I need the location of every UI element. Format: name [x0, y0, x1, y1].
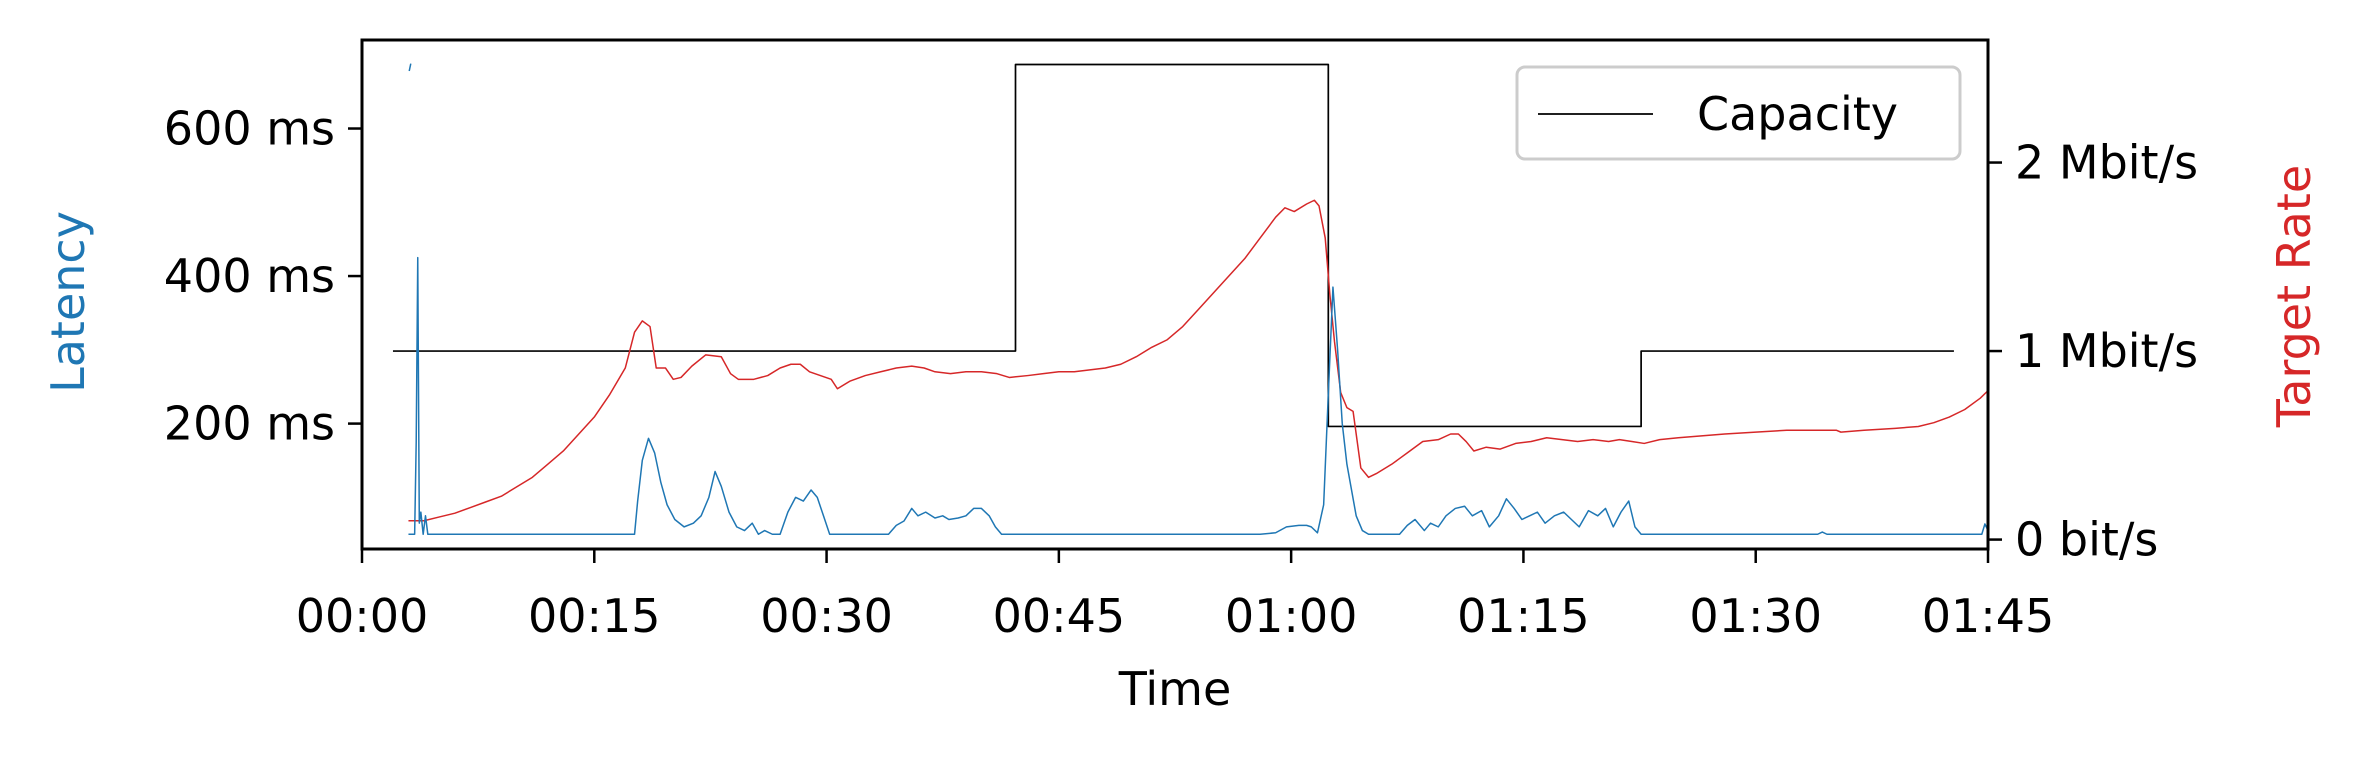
series-line-latency-2 — [408, 256, 1989, 535]
x-tick-label: 00:15 — [528, 589, 661, 643]
y-right-tick-label: 2 Mbit/s — [2015, 136, 2198, 190]
series-line-target-rate-1 — [408, 199, 1989, 522]
y-axis-right: 0 bit/s 1 Mbit/s 2 Mbit/s — [1988, 136, 2198, 567]
plot-lines — [392, 63, 1989, 535]
x-tick-label: 00:30 — [760, 589, 893, 643]
y-left-tick-label: 200 ms — [164, 397, 335, 451]
series-line-capacity-0 — [392, 63, 1954, 428]
plot-frame — [360, 38, 1990, 551]
x-tick-label: 01:45 — [1922, 589, 2055, 643]
y-axis-left: 200 ms 400 ms 600 ms — [164, 102, 362, 451]
y-left-axis-title: Latency — [41, 211, 95, 393]
legend-box — [1515, 65, 1962, 161]
x-tick-label: 00:00 — [296, 589, 429, 643]
y-right-tick-label: 0 bit/s — [2015, 513, 2158, 567]
legend-label-capacity: Capacity — [1697, 87, 1898, 141]
y-right-axis-title: Target Rate — [2267, 165, 2321, 428]
x-tick-label: 01:15 — [1457, 589, 1590, 643]
x-axis: 00:00 00:15 00:30 00:45 01:00 01:15 01:30 01:45 — [296, 549, 2055, 643]
series-line-latency-3 — [408, 63, 412, 72]
legend: Capacity — [1515, 65, 1962, 161]
y-right-tick-label: 1 Mbit/s — [2015, 324, 2198, 378]
x-tick-label: 01:30 — [1689, 589, 1822, 643]
x-tick-label: 01:00 — [1225, 589, 1358, 643]
x-tick-label: 00:45 — [993, 589, 1126, 643]
y-left-tick-label: 600 ms — [164, 102, 335, 156]
y-left-tick-label: 400 ms — [164, 249, 335, 303]
x-axis-title: Time — [1118, 662, 1232, 716]
